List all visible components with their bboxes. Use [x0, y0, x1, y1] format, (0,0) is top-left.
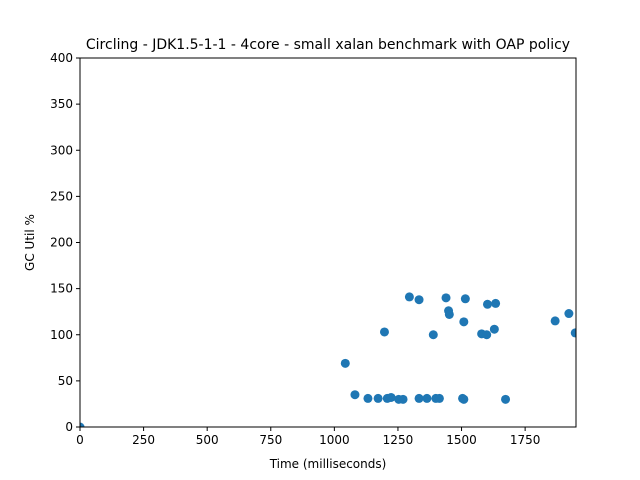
scatter-point	[398, 394, 408, 404]
scatter-point	[501, 394, 511, 404]
scatter-point	[428, 330, 438, 340]
y-tick-label: 50	[58, 374, 73, 388]
scatter-point	[482, 299, 492, 309]
scatter-point	[460, 294, 470, 304]
x-tick-label: 1500	[446, 433, 477, 447]
y-axis-ticks: 0 50 100 150 200 250 300 350 400	[50, 51, 80, 434]
y-tick-label: 400	[50, 51, 73, 65]
scatter-point	[363, 393, 373, 403]
x-axis-ticks: 0 250 500 750 1000 1250 1500 1750	[76, 427, 540, 447]
plot-frame	[79, 57, 577, 428]
x-tick-label: 1250	[383, 433, 414, 447]
y-tick-label: 150	[50, 282, 73, 296]
y-tick-label: 300	[50, 143, 73, 157]
scatter-point	[434, 393, 444, 403]
scatter-point	[459, 394, 469, 404]
y-tick-label: 350	[50, 97, 73, 111]
scatter-point	[459, 317, 469, 327]
scatter-point	[482, 330, 492, 340]
scatter-point	[340, 358, 350, 368]
scatter-point	[386, 392, 396, 402]
scatter-point	[564, 309, 574, 319]
scatter-point	[414, 295, 424, 305]
y-tick-label: 250	[50, 189, 73, 203]
chart-title: Circling - JDK1.5-1-1 - 4core - small xa…	[86, 37, 570, 53]
scatter-point	[444, 309, 454, 319]
scatter-point	[379, 327, 389, 337]
scatter-point	[414, 393, 424, 403]
x-tick-label: 250	[132, 433, 155, 447]
x-axis-title: Time (milliseconds)	[269, 457, 387, 471]
points-layer	[80, 292, 576, 427]
x-tick-label: 1000	[319, 433, 350, 447]
scatter-point	[491, 298, 501, 308]
x-tick-label: 0	[76, 433, 84, 447]
scatter-point	[441, 293, 451, 303]
y-axis-title: GC Util %	[23, 214, 37, 271]
y-tick-label: 0	[65, 420, 73, 434]
y-tick-label: 200	[50, 236, 73, 250]
scatter-point	[404, 292, 414, 302]
scatter-point	[489, 324, 499, 334]
scatter-point	[570, 328, 576, 338]
scatter-point	[550, 316, 560, 326]
scatter-point	[422, 393, 432, 403]
scatter-point	[373, 393, 383, 403]
scatter-point	[350, 390, 360, 400]
x-tick-label: 1750	[510, 433, 541, 447]
scatter-point	[80, 422, 85, 427]
x-tick-label: 500	[196, 433, 219, 447]
y-tick-label: 100	[50, 328, 73, 342]
x-tick-label: 750	[259, 433, 282, 447]
